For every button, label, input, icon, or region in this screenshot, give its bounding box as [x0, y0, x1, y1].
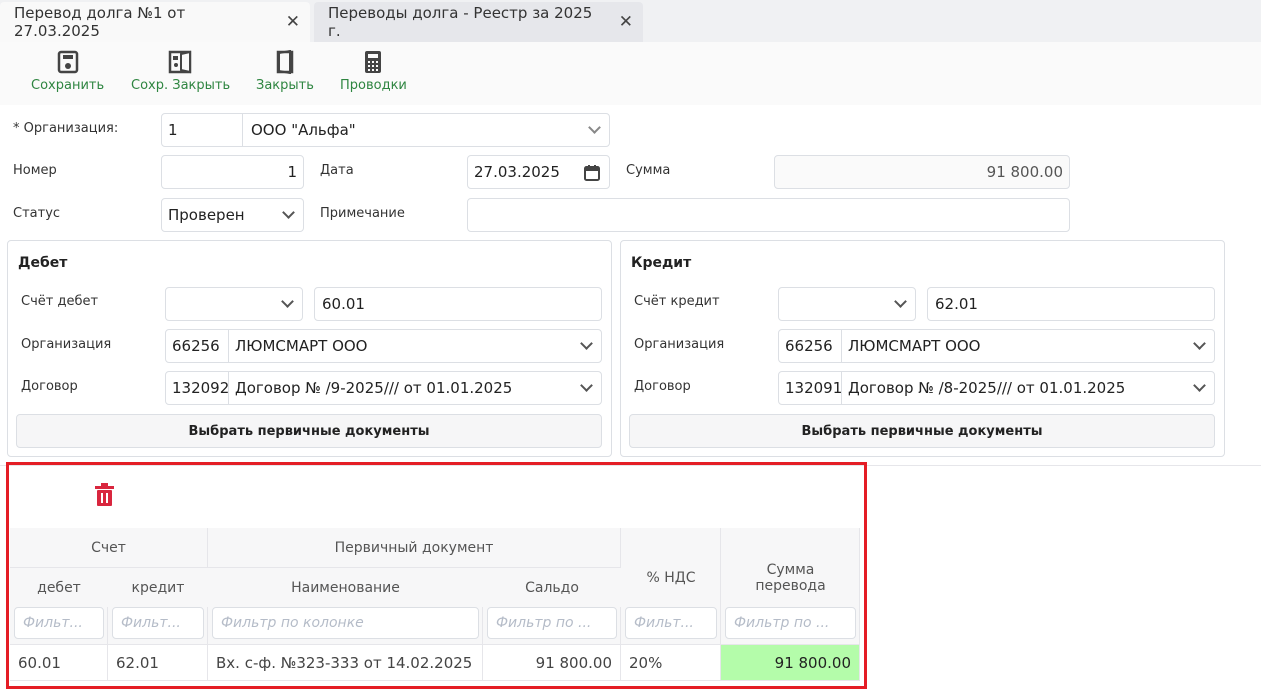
column-filter-input[interactable]: Фильтр по ...	[487, 607, 617, 639]
table-cell[interactable]: Вх. с-ф. №323-333 от 14.02.2025	[208, 645, 483, 681]
organization-name: ООО "Альфа"	[251, 121, 356, 139]
debit-title: Дебет	[18, 255, 68, 271]
calculator-icon	[365, 51, 382, 73]
save-button[interactable]: Сохранить	[31, 50, 104, 93]
organization-label: * Организация:	[13, 121, 119, 136]
contract-code: 132092	[166, 372, 229, 404]
column-header[interactable]: кредит	[131, 580, 185, 596]
chevron-down-icon	[580, 379, 593, 392]
group-header-document: Первичный документ	[208, 528, 621, 568]
close-icon[interactable]: ✕	[618, 12, 633, 32]
column-header[interactable]: дебет	[37, 580, 81, 596]
table-cell[interactable]: 62.01	[108, 645, 208, 681]
filter-cell	[721, 607, 860, 645]
debit-contract-select[interactable]: 132092 Договор № /9-2025/// от 01.01.2025	[165, 371, 602, 405]
debit-account-label: Счёт дебет	[21, 294, 99, 309]
sum-label: Сумма	[626, 163, 671, 178]
filter-cell	[621, 607, 721, 645]
credit-select-docs-button[interactable]: Выбрать первичные документы	[629, 414, 1215, 448]
debit-account-type-select[interactable]	[165, 287, 303, 321]
table-cell[interactable]: 20%	[621, 645, 721, 681]
sum-value: 91 800.00	[986, 163, 1063, 181]
date-label: Дата	[320, 163, 354, 178]
credit-title: Кредит	[631, 255, 692, 271]
sum-field: 91 800.00	[774, 155, 1070, 189]
note-input[interactable]	[467, 198, 1070, 232]
status-select[interactable]: Проверен	[161, 198, 304, 232]
credit-contract-label: Договор	[634, 379, 691, 394]
tab-debt-transfer[interactable]: Перевод долга №1 от 27.03.2025 ✕	[0, 2, 310, 42]
tab-label: Перевод долга №1 от 27.03.2025	[14, 4, 186, 40]
organization-code: 1	[162, 114, 243, 146]
org-name: ЛЮМСМАРТ ООО	[848, 337, 981, 355]
date-value: 27.03.2025	[474, 163, 560, 181]
chevron-down-icon	[580, 337, 593, 350]
close-label: Закрыть	[256, 78, 314, 93]
debit-contract-label: Договор	[21, 379, 78, 394]
table-cell[interactable]: 91 800.00	[483, 645, 621, 681]
credit-contract-select[interactable]: 132091 Договор № /8-2025/// от 01.01.2025	[778, 371, 1215, 405]
contract-name: Договор № /9-2025/// от 01.01.2025	[235, 379, 513, 397]
number-label: Номер	[13, 163, 57, 178]
column-header[interactable]: Сальдо	[525, 580, 579, 596]
save-label: Сохранить	[31, 78, 105, 93]
column-filter-input[interactable]: Фильт...	[625, 607, 717, 639]
close-button[interactable]: Закрыть	[256, 50, 314, 93]
credit-account-type-select[interactable]	[778, 287, 916, 321]
account-value: 60.01	[322, 295, 365, 313]
number-input[interactable]: 1	[161, 155, 304, 189]
door-icon	[276, 50, 294, 74]
contract-name: Договор № /8-2025/// от 01.01.2025	[848, 379, 1126, 397]
debit-org-select[interactable]: 66256 ЛЮМСМАРТ ООО	[165, 329, 602, 363]
column-filter-input[interactable]: Фильт...	[14, 607, 104, 639]
organization-select[interactable]: 1 ООО "Альфа"	[161, 113, 610, 147]
divider	[0, 465, 1261, 466]
calendar-icon[interactable]	[583, 164, 601, 182]
postings-label: Проводки	[340, 78, 407, 93]
postings-button[interactable]: Проводки	[340, 50, 407, 93]
column-filter-input[interactable]: Фильтр по ...	[725, 607, 856, 639]
debit-select-docs-button[interactable]: Выбрать первичные документы	[16, 414, 602, 448]
tab-registry[interactable]: Переводы долга - Реестр за 2025 г. ✕	[314, 2, 643, 42]
column-header[interactable]: Сумма перевода	[755, 562, 826, 594]
org-code: 66256	[166, 330, 229, 362]
org-code: 66256	[779, 330, 842, 362]
close-icon[interactable]: ✕	[285, 12, 300, 32]
floppy-icon	[57, 50, 78, 74]
chevron-down-icon	[1193, 379, 1206, 392]
status-label: Статус	[13, 206, 61, 221]
credit-org-select[interactable]: 66256 ЛЮМСМАРТ ООО	[778, 329, 1215, 363]
contract-code: 132091	[779, 372, 842, 404]
save-close-button[interactable]: Сохр. Закрыть	[131, 50, 230, 93]
save-close-icon	[168, 50, 191, 74]
credit-account-label: Счёт кредит	[634, 294, 720, 309]
chevron-down-icon	[281, 295, 294, 308]
column-filter-input[interactable]: Фильтр по колонке	[212, 607, 479, 639]
chevron-down-icon	[1193, 337, 1206, 350]
debit-account-input[interactable]: 60.01	[314, 287, 602, 321]
credit-org-label: Организация	[634, 337, 725, 352]
toolbar	[0, 42, 1261, 105]
save-close-label: Сохр. Закрыть	[131, 78, 231, 93]
chevron-down-icon	[894, 295, 907, 308]
chevron-down-icon	[588, 121, 601, 134]
chevron-down-icon	[282, 206, 295, 219]
table-cell[interactable]: 91 800.00	[721, 645, 860, 681]
highlight-annotation	[6, 462, 867, 689]
note-label: Примечание	[320, 206, 405, 221]
group-header-account: Счет	[10, 528, 208, 568]
org-name: ЛЮМСМАРТ ООО	[235, 337, 368, 355]
tab-label: Переводы долга - Реестр за 2025 г.	[328, 4, 593, 40]
account-value: 62.01	[935, 295, 978, 313]
column-header[interactable]: Наименование	[291, 580, 400, 596]
debit-org-label: Организация	[21, 337, 112, 352]
credit-account-input[interactable]: 62.01	[927, 287, 1215, 321]
table-cell[interactable]: 60.01	[10, 645, 108, 681]
column-header[interactable]: % НДС	[646, 570, 696, 586]
status-value: Проверен	[168, 206, 245, 224]
date-input[interactable]: 27.03.2025	[467, 155, 610, 189]
column-filter-input[interactable]: Фильт...	[112, 607, 204, 639]
trash-icon[interactable]	[94, 483, 115, 507]
number-value: 1	[287, 163, 297, 181]
